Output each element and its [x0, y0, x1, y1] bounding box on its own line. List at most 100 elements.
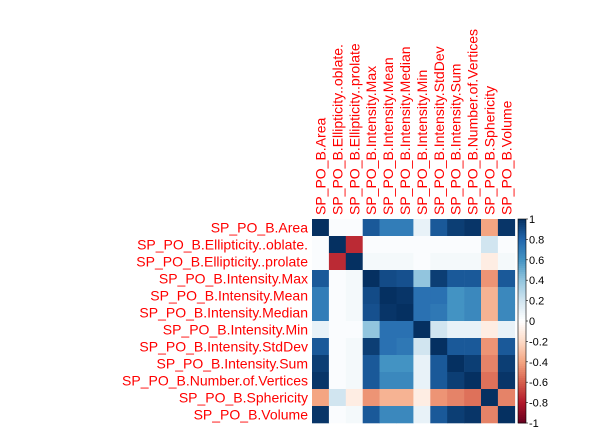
heatmap-cell-11-2: [345, 406, 363, 424]
row-label: SP_PO_B.Volume: [194, 407, 309, 423]
colorbar-tick-label: -0.2: [529, 336, 548, 348]
colorbar-segment: [518, 347, 526, 350]
colorbar-segment: [518, 323, 526, 326]
colorbar-segment: [518, 219, 526, 222]
heatmap-cell-2-7: [430, 253, 448, 271]
heatmap-cell-3-5: [396, 270, 414, 288]
heatmap-cell-2-6: [413, 253, 431, 271]
colorbar-segment: [518, 331, 526, 334]
heatmap-cell-0-1: [328, 219, 347, 237]
heatmap-cell-9-6: [413, 372, 431, 390]
heatmap-cell-4-4: [379, 287, 397, 305]
colorbar-tick-label: -0.6: [529, 377, 548, 389]
colorbar-segment: [518, 247, 526, 250]
heatmap-cell-7-10: [481, 338, 499, 356]
heatmap-cell-7-11: [497, 338, 516, 356]
heatmap-cell-11-1: [328, 406, 347, 424]
heatmap-cell-4-1: [328, 287, 347, 305]
colorbar-segment: [518, 339, 526, 342]
colorbar-segment: [518, 231, 526, 234]
colorbar-segment: [518, 369, 526, 373]
row-label: SP_PO_B.Intensity.Min: [163, 322, 308, 338]
colorbar-segment: [518, 284, 526, 287]
heatmap-cell-2-8: [447, 253, 465, 271]
colorbar-segment: [518, 257, 526, 261]
heatmap-cell-8-6: [413, 355, 431, 373]
colorbar-segment: [518, 363, 526, 367]
heatmap-cell-10-8: [447, 389, 465, 407]
colorbar-segment: [518, 302, 526, 306]
colorbar-segment: [518, 410, 526, 414]
heatmap-cell-4-0: [312, 287, 330, 305]
heatmap-cell-7-6: [413, 338, 431, 356]
colorbar-segment: [518, 233, 526, 236]
heatmap-cell-8-7: [430, 355, 448, 373]
colorbar-segment: [518, 355, 526, 359]
heatmap-cell-11-3: [362, 406, 380, 424]
colorbar-tick-label: -0.8: [529, 398, 548, 410]
heatmap-cell-11-7: [430, 406, 448, 424]
heatmap-cell-3-7: [430, 270, 448, 288]
column-label: SP_PO_B.Intensity.Mean: [380, 57, 396, 215]
colorbar-segment: [518, 245, 526, 248]
colorbar-segment: [518, 229, 526, 232]
heatmap-cell-6-8: [447, 321, 465, 339]
row-label: SP_PO_B.Sphericity: [179, 390, 308, 406]
colorbar-segment: [518, 396, 526, 399]
heatmap-cell-5-8: [447, 304, 465, 322]
heatmap-cell-11-4: [379, 406, 397, 424]
heatmap-cell-7-7: [430, 338, 448, 356]
heatmap-cell-0-3: [362, 219, 380, 237]
heatmap-cell-9-5: [396, 372, 414, 390]
colorbar-segment: [518, 270, 526, 273]
colorbar-segment: [518, 386, 526, 389]
heatmap-cell-6-0: [312, 321, 330, 339]
colorbar-segment: [518, 259, 526, 263]
heatmap-cell-5-4: [379, 304, 397, 322]
heatmap-cell-1-5: [396, 236, 414, 254]
heatmap-cell-11-5: [396, 406, 414, 424]
heatmap-cell-7-4: [379, 338, 397, 356]
colorbar-segment: [518, 237, 526, 240]
heatmap-cell-4-11: [497, 287, 516, 305]
colorbar-segment: [518, 412, 526, 416]
colorbar-segment: [518, 261, 526, 265]
row-label: SP_PO_B.Intensity.Mean: [150, 288, 308, 304]
heatmap-cell-11-6: [413, 406, 431, 424]
heatmap-cell-8-10: [481, 355, 499, 373]
colorbar-segment: [518, 272, 526, 275]
colorbar-segment: [518, 333, 526, 336]
heatmap-cell-5-2: [345, 304, 363, 322]
colorbar-segment: [518, 312, 526, 316]
heatmap-cell-9-10: [481, 372, 499, 390]
colorbar-segment: [518, 335, 526, 338]
colorbar-segment: [518, 367, 526, 371]
heatmap-cell-1-1: [328, 236, 347, 254]
colorbar-segment: [518, 265, 526, 269]
colorbar-segment: [518, 241, 526, 244]
colorbar-segment: [518, 414, 526, 418]
heatmap-cell-6-6: [413, 321, 431, 339]
colorbar-segment: [518, 267, 526, 271]
colorbar-segment: [518, 288, 526, 291]
colorbar-segment: [518, 255, 526, 259]
colorbar-segment: [518, 318, 526, 322]
colorbar-segment: [518, 253, 526, 257]
heatmap-cell-3-3: [362, 270, 380, 288]
heatmap-cell-0-11: [497, 219, 516, 237]
heatmap-cell-1-6: [413, 236, 431, 254]
colorbar-segment: [518, 321, 526, 324]
heatmap-cell-4-7: [430, 287, 448, 305]
heatmap-cell-4-5: [396, 287, 414, 305]
heatmap-cell-8-5: [396, 355, 414, 373]
heatmap-cell-5-10: [481, 304, 499, 322]
row-label: SP_PO_B.Intensity.Max: [159, 271, 308, 287]
colorbar-segment: [518, 406, 526, 410]
row-label: SP_PO_B.Ellipticity..prolate: [136, 254, 308, 270]
heatmap-cell-10-10: [481, 389, 499, 407]
colorbar-segment: [518, 296, 526, 299]
heatmap-cell-6-11: [497, 321, 516, 339]
colorbar-segment: [518, 327, 526, 330]
heatmap-cell-1-7: [430, 236, 448, 254]
heatmap-cell-10-4: [379, 389, 397, 407]
